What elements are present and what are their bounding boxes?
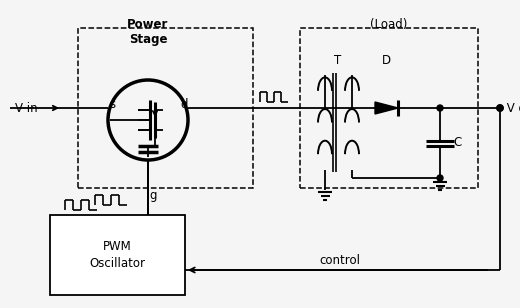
Bar: [50, 215, 185, 295]
Text: C: C: [454, 136, 462, 149]
Bar: [78, 28, 253, 188]
Text: D: D: [382, 54, 391, 67]
Bar: [300, 28, 478, 188]
Text: V out: V out: [503, 102, 520, 115]
Circle shape: [437, 105, 443, 111]
Text: control: control: [319, 253, 360, 266]
Text: Power
Stage: Power Stage: [127, 18, 168, 46]
Text: V in: V in: [15, 102, 37, 115]
Text: (Load): (Load): [370, 18, 408, 31]
Circle shape: [437, 175, 443, 181]
Polygon shape: [375, 102, 398, 114]
Text: g: g: [149, 189, 157, 202]
Circle shape: [497, 105, 503, 111]
Text: d: d: [180, 98, 188, 111]
Text: T: T: [334, 54, 342, 67]
Text: s: s: [109, 98, 115, 111]
Text: PWM
Oscillator: PWM Oscillator: [89, 240, 146, 270]
